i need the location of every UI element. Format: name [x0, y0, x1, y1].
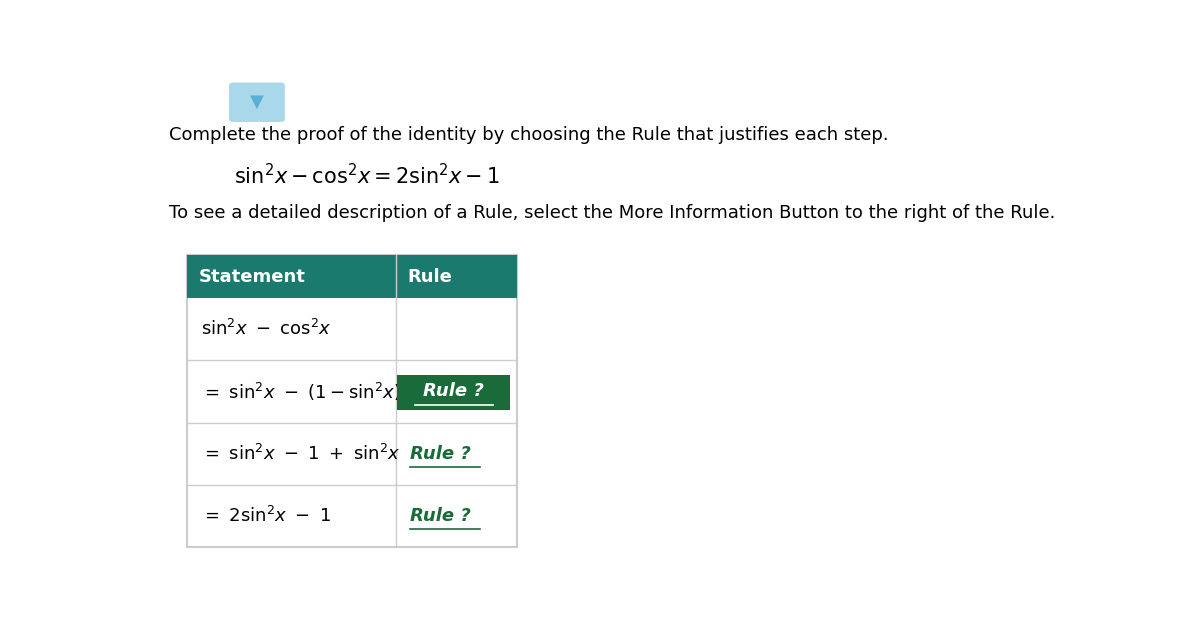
Bar [397, 375, 510, 410]
Text: Complete the proof of the identity by choosing the Rule that justifies each step: Complete the proof of the identity by ch… [168, 126, 888, 144]
Bar [187, 255, 517, 298]
Text: Rule: Rule [408, 268, 452, 286]
Text: To see a detailed description of a Rule, select the More Information Button to t: To see a detailed description of a Rule,… [168, 204, 1055, 222]
Text: Rule ?: Rule ? [410, 444, 472, 462]
Text: Statement: Statement [198, 268, 305, 286]
FancyBboxPatch shape [229, 82, 284, 122]
Text: $= \ \sin^2\!x \ - \ \left(1 - \sin^2\!x\right)$: $= \ \sin^2\!x \ - \ \left(1 - \sin^2\!x… [202, 381, 401, 402]
Text: $= \ \sin^2\!x \ - \ 1 \ + \ \sin^2\!x$: $= \ \sin^2\!x \ - \ 1 \ + \ \sin^2\!x$ [202, 444, 401, 464]
Bar [187, 255, 517, 547]
Text: Rule ?: Rule ? [424, 383, 484, 401]
Text: $= \ 2\sin^2\!x \ - \ 1$: $= \ 2\sin^2\!x \ - \ 1$ [202, 505, 331, 525]
Text: ▼: ▼ [250, 92, 264, 110]
Text: $\sin^2\!x \ - \ \cos^2\!x$: $\sin^2\!x \ - \ \cos^2\!x$ [202, 319, 332, 339]
Text: Rule ?: Rule ? [410, 507, 472, 525]
Text: $\sin^2\!x - \cos^2\!x = 2\sin^2\!x - 1$: $\sin^2\!x - \cos^2\!x = 2\sin^2\!x - 1$ [234, 163, 499, 188]
